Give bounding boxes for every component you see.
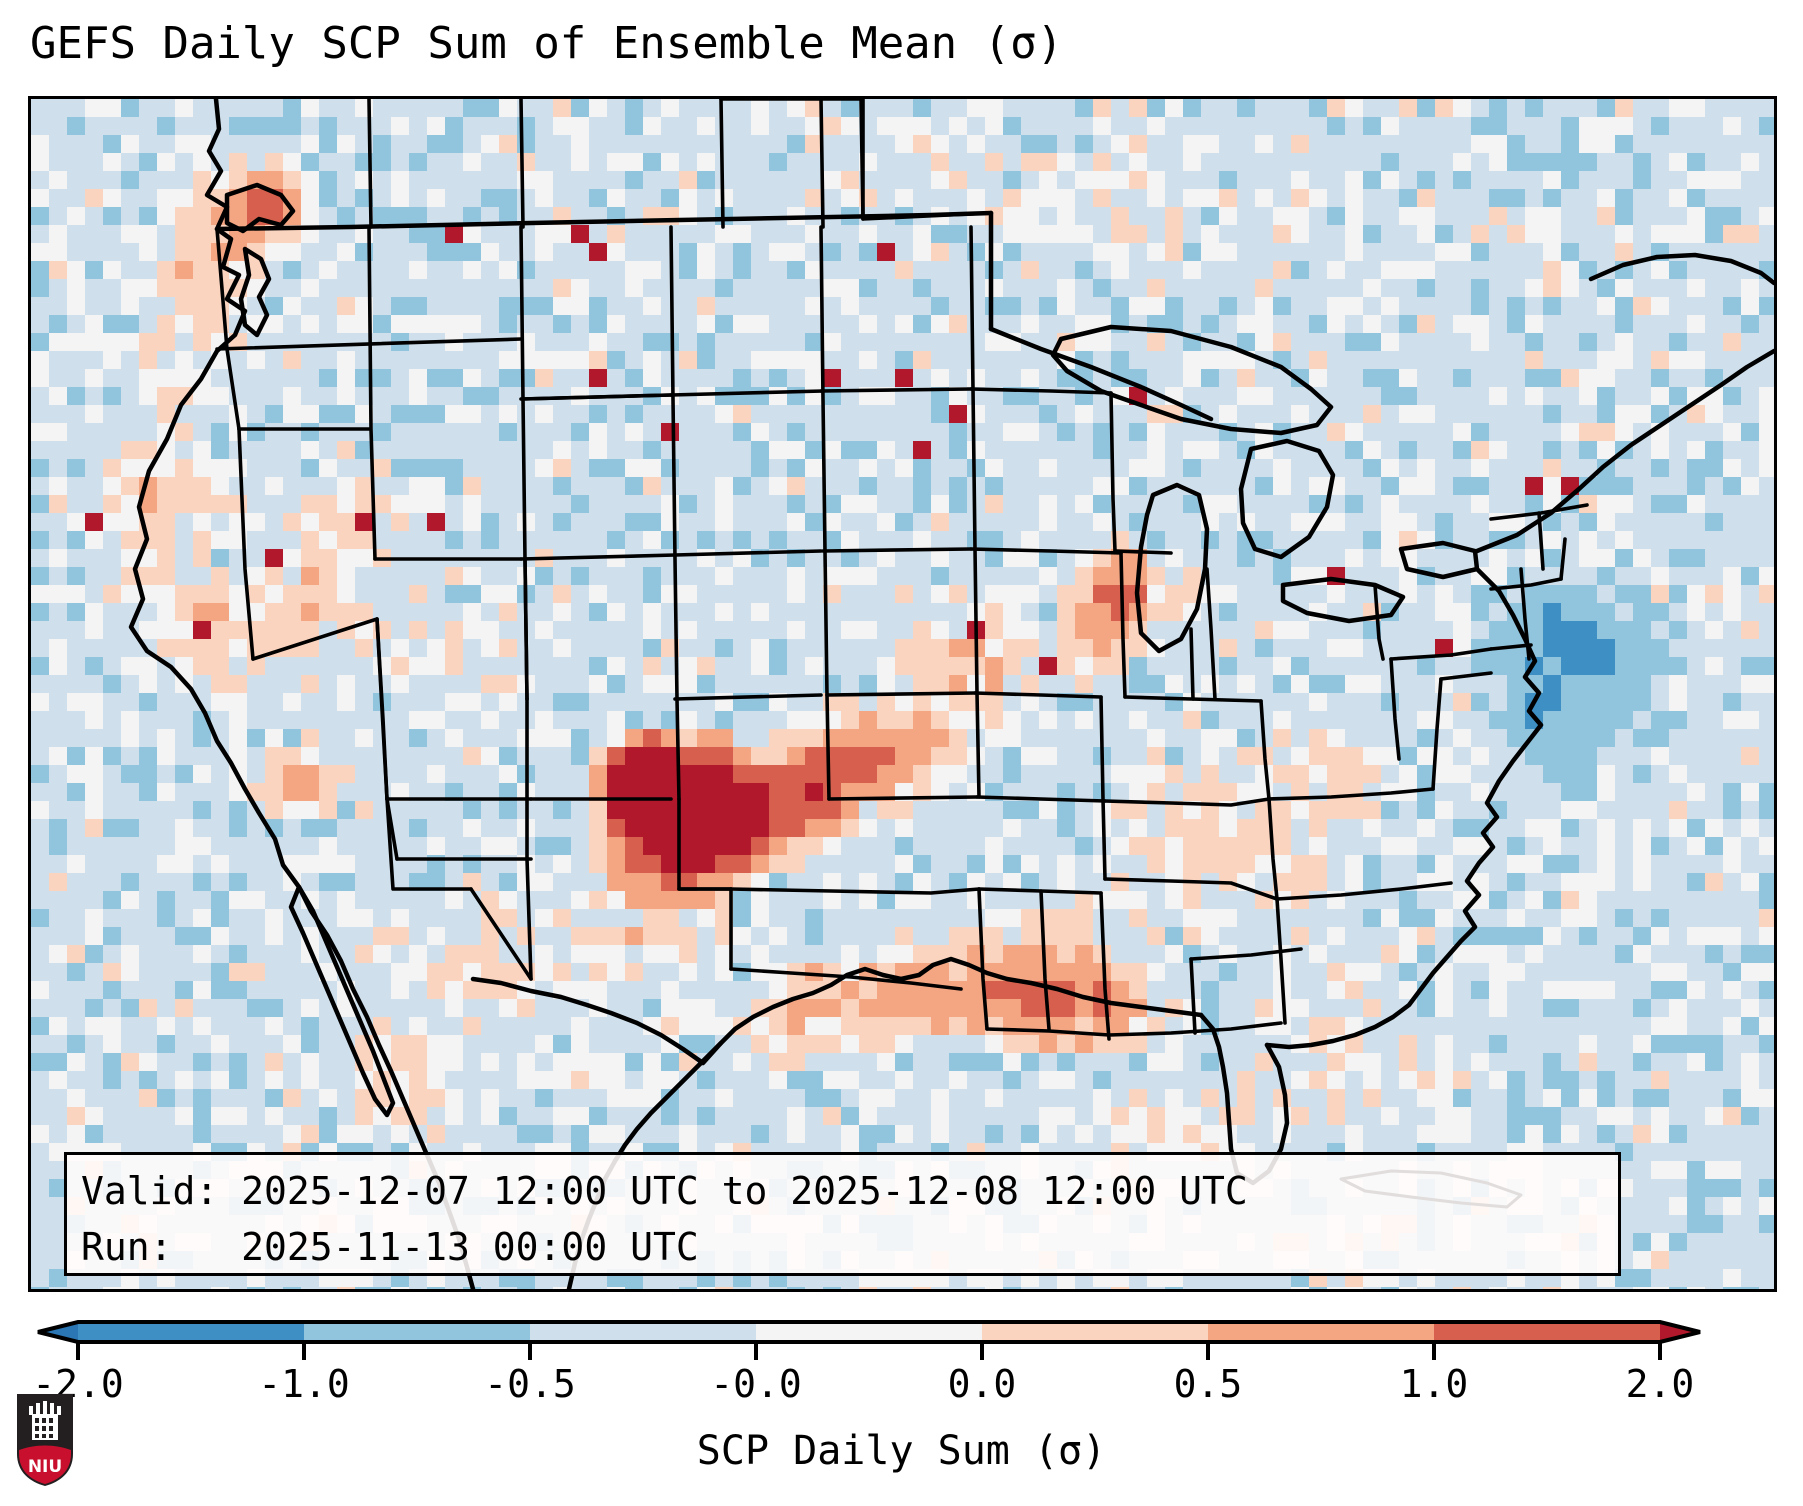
logo-banner (19, 1445, 71, 1484)
colorbar-tick-label: 0.0 (947, 1362, 1017, 1406)
colorbar-ticks (76, 1342, 1662, 1360)
state-borders (215, 225, 1589, 1041)
colorbar-segment (78, 1322, 305, 1342)
baja-california (288, 884, 396, 1118)
niu-logo: NIU (17, 1394, 73, 1486)
colorbar-segment (756, 1322, 983, 1342)
colorbar-outline (37, 1320, 1701, 1344)
colorbar-segments (38, 1322, 1700, 1342)
lake-superior (1050, 324, 1334, 436)
annotation-box: Valid: 2025-12-07 12:00 UTC to 2025-12-0… (64, 1152, 1621, 1276)
lake-michigan (1134, 482, 1210, 654)
map-panel: Valid: 2025-12-07 12:00 UTC to 2025-12-0… (28, 96, 1777, 1292)
colorbar-under-arrow (38, 1322, 78, 1342)
map-svg (31, 99, 1774, 1289)
border-minnesota-ontario (988, 326, 1214, 422)
colorbar-over-arrow (1660, 1322, 1700, 1342)
colorbar-label: SCP Daily Sum (σ) (696, 1428, 1107, 1474)
vancouver-island (224, 182, 296, 234)
run-time-text: Run: 2025-11-13 00:00 UTC (81, 1225, 699, 1269)
logo-castle-windows (35, 1418, 53, 1438)
lake-huron (1238, 438, 1336, 560)
us-mexico-border-west (470, 976, 724, 1066)
canada-province-borders (367, 99, 993, 229)
puget-sound (238, 246, 272, 338)
colorbar-tick-label: 0.5 (1173, 1362, 1243, 1406)
pacific-coastline (128, 99, 476, 1289)
gulf-coastline (612, 956, 1204, 1164)
colorbar-tick-label: -0.5 (484, 1362, 576, 1406)
colorbar-segment (1434, 1322, 1661, 1342)
colorbar-svg (37, 1320, 1701, 1360)
valid-time-text: Valid: 2025-12-07 12:00 UTC to 2025-12-0… (81, 1169, 1248, 1213)
page-title: GEFS Daily SCP Sum of Ensemble Mean (σ) (30, 18, 1064, 69)
quebec-north-coast (1588, 252, 1774, 286)
colorbar-segment (304, 1322, 531, 1342)
colorbar-tick-label: 2.0 (1625, 1362, 1695, 1406)
colorbar-tick-label: -1.0 (258, 1362, 350, 1406)
colorbar-tick-label: 1.0 (1399, 1362, 1469, 1406)
logo-text: NIU (28, 1457, 62, 1477)
colorbar-segment (530, 1322, 757, 1342)
atlantic-coastline (1264, 566, 1544, 1050)
colorbar-segment (982, 1322, 1209, 1342)
geography-layer (128, 99, 1774, 1289)
colorbar (0, 1300, 1803, 1360)
colorbar-tick-label: -0.0 (710, 1362, 802, 1406)
colorbar-segment (1208, 1322, 1435, 1342)
lake-erie (1280, 576, 1406, 624)
